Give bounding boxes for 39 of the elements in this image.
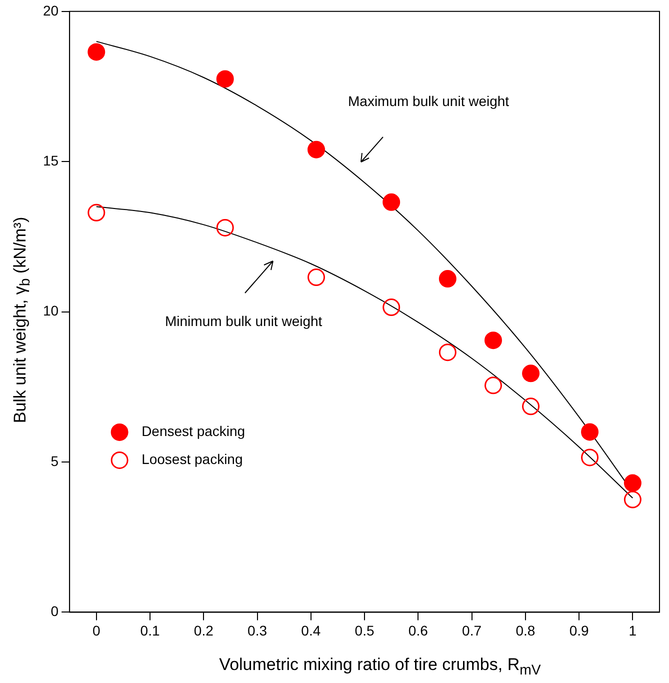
point [484,376,502,394]
point [484,332,502,350]
x-tick-label: 0.2 [194,622,214,638]
x-tick-label: 0.5 [354,622,374,638]
point [216,218,234,236]
y-tick-label: 5 [50,452,59,469]
x-tick-label: 0.3 [248,622,268,638]
point [438,270,456,288]
y-tick-label: 10 [42,302,59,319]
x-tick-label: 0 [92,622,100,638]
legend-label: Densest packing [142,423,246,440]
point [438,344,456,362]
x-tick-label: 1 [628,622,637,638]
annotation: Minimum bulk unit weight [165,312,322,329]
x-tick-label: 0.8 [516,622,536,638]
x-tick-label: 0.6 [408,622,428,638]
x-axis-title: Volumetric mixing ratio of tire crumbs, R$_{mV}$ [219,655,541,678]
x-tick-label: 0.7 [462,622,482,638]
y-tick-label: 20 [42,2,59,18]
point [624,490,642,508]
point [88,204,106,222]
x-tick-label: 0.9 [569,622,589,638]
point [581,423,599,441]
x-tick-label: 0.4 [301,622,321,638]
point [382,193,400,211]
point [522,398,540,416]
point [88,43,106,61]
point [382,298,400,316]
point [581,448,599,466]
x-tick-label: 0.1 [140,622,160,638]
y-tick-label: 0 [50,603,59,620]
point [216,70,234,88]
point [308,140,326,158]
legend-label: Loosest packing [142,451,243,468]
point [624,474,642,492]
point [308,268,326,286]
point [522,364,540,382]
y-tick-label: 15 [42,152,59,168]
annotation: Maximum bulk unit weight [348,92,510,109]
